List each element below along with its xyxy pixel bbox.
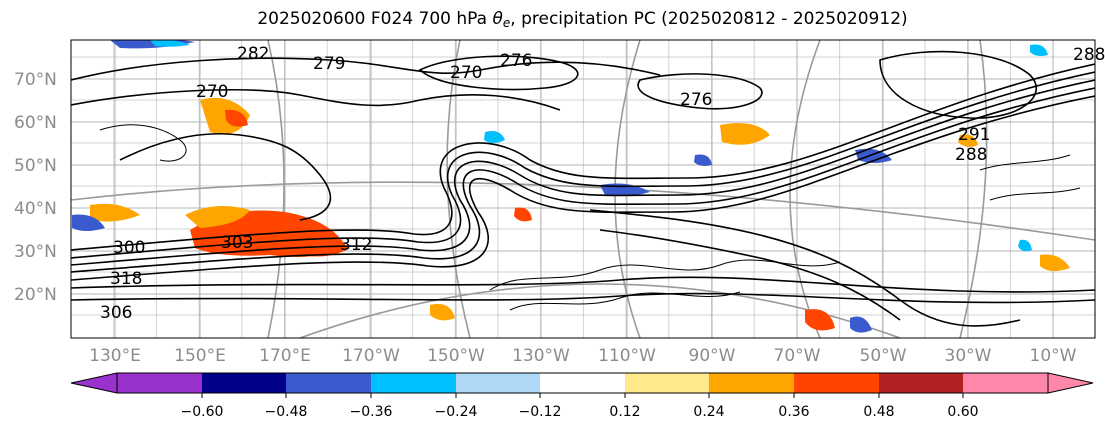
colorbar-right-extend	[1047, 372, 1094, 394]
contour-labels: 282 279 276 270 270 276 303 300 318 306 …	[100, 44, 1105, 323]
colorbar-tick-label: −0.36	[350, 404, 393, 420]
lat-label: 20°N	[14, 285, 57, 305]
contour-label: 312	[340, 235, 372, 255]
contour-label: 303	[221, 233, 253, 253]
lon-label: 170°E	[259, 346, 311, 366]
fine-contours	[99, 124, 1081, 311]
colorbar-cell	[456, 373, 540, 393]
colorbar-cell	[879, 373, 963, 393]
lon-label: 150°W	[427, 346, 485, 366]
contour-label: 270	[450, 63, 482, 83]
lat-label: 40°N	[14, 199, 57, 219]
colorbar-tick-label: −0.24	[435, 404, 478, 420]
contour-label: 288	[955, 145, 987, 165]
colorbar-tick-label: 0.36	[778, 404, 809, 420]
colorbar-cell	[963, 373, 1048, 393]
colorbar-tick-label: −0.60	[181, 404, 224, 420]
contour-label: 306	[100, 303, 132, 323]
map-panel	[70, 39, 1096, 339]
contour-label: 291	[958, 125, 990, 145]
title-theta-subscript: e	[502, 16, 511, 30]
contour-label: 318	[110, 269, 142, 289]
colorbar-tick-labels: −0.60 −0.48 −0.36 −0.24 −0.12 0.12 0.24 …	[181, 404, 979, 420]
colorbar-tick-label: 0.24	[693, 404, 724, 420]
colorbar: −0.60 −0.48 −0.36 −0.24 −0.12 0.12 0.24 …	[70, 372, 1094, 420]
lat-label: 60°N	[14, 113, 57, 133]
contour-label: 276	[680, 90, 712, 110]
colorbar-tick-label: 0.48	[863, 404, 894, 420]
lat-label: 70°N	[14, 70, 57, 90]
contour-label: 288	[1073, 45, 1105, 65]
colorbar-cell	[371, 373, 456, 393]
colorbar-cell	[286, 373, 371, 393]
lon-label: 130°W	[512, 346, 570, 366]
latitude-axis: 70°N 60°N 50°N 40°N 30°N 20°N	[14, 70, 57, 305]
precipitation-shading	[72, 40, 1070, 333]
colorbar-cell	[625, 373, 709, 393]
colorbar-cell	[202, 373, 286, 393]
colorbar-left-extend	[70, 372, 118, 394]
title-prefix: 2025020600 F024 700 hPa	[257, 9, 493, 29]
colorbar-tick-label: 0.60	[947, 404, 978, 420]
lon-label: 170°W	[342, 346, 400, 366]
contour-label: 282	[237, 44, 269, 64]
lon-label: 110°W	[598, 346, 656, 366]
colorbar-frame	[116, 372, 1049, 394]
contour-label: 270	[196, 82, 228, 102]
colorbar-ticks	[201, 393, 964, 398]
colorbar-cells	[117, 373, 1048, 393]
lat-label: 30°N	[14, 242, 57, 262]
colorbar-cell	[117, 373, 202, 393]
lat-label: 50°N	[14, 156, 57, 176]
lon-label: 150°E	[174, 346, 226, 366]
colorbar-tick-label: −0.12	[519, 404, 562, 420]
longitude-axis: 130°E 150°E 170°E 170°W 150°W 130°W 110°…	[89, 346, 1077, 366]
lon-label: 50°W	[860, 346, 907, 366]
lon-label: 30°W	[945, 346, 992, 366]
title-theta: θ	[492, 9, 503, 29]
contour-label: 276	[500, 51, 532, 71]
lon-label: 10°W	[1030, 346, 1077, 366]
colorbar-cell	[540, 373, 625, 393]
contour-label: 300	[113, 238, 145, 258]
lon-label: 70°W	[774, 346, 821, 366]
colorbar-cell	[794, 373, 879, 393]
title-suffix: , precipitation PC (2025020812 - 2025020…	[510, 9, 908, 29]
colorbar-cell	[709, 373, 794, 393]
colorbar-tick-label: 0.12	[609, 404, 640, 420]
map-title: 2025020600 F024 700 hPa θe, precipitatio…	[0, 9, 1105, 30]
theta-e-contours	[71, 50, 1095, 327]
colorbar-tick-label: −0.48	[265, 404, 308, 420]
map-frame	[70, 39, 1096, 339]
contour-label: 279	[313, 54, 345, 74]
lon-label: 90°W	[689, 346, 736, 366]
lon-label: 130°E	[89, 346, 141, 366]
